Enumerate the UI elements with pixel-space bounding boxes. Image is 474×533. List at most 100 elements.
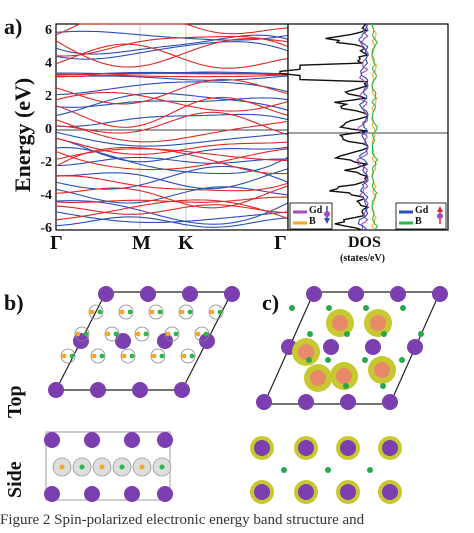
y-tick-label: -2 [40,155,52,171]
b-atom [187,309,193,315]
legend-gd-label-right: Gd [415,205,429,216]
b-atom [179,309,185,315]
gd-atom [306,286,322,302]
gd-atom [254,440,270,456]
gd-atom [90,382,106,398]
charge-density-lobe [148,304,164,320]
band-line [55,35,289,57]
band-line [55,96,289,128]
b-atom [165,331,171,337]
gd-atom [157,486,173,502]
gd-atom [298,440,314,456]
gd-atom [132,382,148,398]
band-structure-panel [55,23,289,231]
gd-atom [48,382,64,398]
band-line [55,119,289,143]
spin-density-core [336,368,352,384]
b-atom [143,331,149,337]
band-line [56,168,289,190]
b-atom [325,357,331,363]
y-tick-label: -4 [40,188,52,204]
gd-atom [254,484,270,500]
b-atom [69,353,75,359]
spin-density-core [374,362,390,378]
band-line [55,204,289,215]
gd-atom [140,286,156,302]
gd-atom [115,333,131,349]
k-point-label: Γ [50,232,63,254]
b-atom [326,305,332,311]
charge-density-lobe [178,304,194,320]
gd-atom [157,432,173,448]
spin-density-core [332,315,348,331]
dos-curves [279,23,379,231]
gd-atom [157,333,173,349]
b-atom [195,331,201,337]
gd-atom [256,394,272,410]
dos-curve [357,23,369,231]
band-line [55,113,289,128]
y-tick-label: 4 [45,56,52,72]
band-line [55,73,289,78]
gd-atom [382,484,398,500]
legend-b-label: B [309,216,316,227]
b-atom [91,353,97,359]
b-atom [99,464,105,470]
band-line [55,175,289,192]
b-atom [189,353,195,359]
gd-atom [98,286,114,302]
charge-density-lobe [150,348,166,364]
charge-density-lobe [194,326,210,342]
b-atom [307,331,313,337]
gd-atom [199,333,215,349]
b-atom [149,309,155,315]
b-atom [362,357,368,363]
band-line [55,34,289,55]
b-atom [203,331,209,337]
charge-density-lobe [164,326,180,342]
band-line [55,43,289,69]
charge-density-lobe [134,326,150,342]
b-atom [127,309,133,315]
panel-b-side-atoms [44,432,173,502]
b-atom [129,353,135,359]
gd-atom [182,286,198,302]
gd-atom [44,486,60,502]
gd-atom [432,286,448,302]
band-lines [55,23,289,228]
b-atom [113,331,119,337]
b-atom [105,331,111,337]
gd-atom [224,286,240,302]
gd-atom [174,382,190,398]
b-atom [135,331,141,337]
k-point-label: Γ [274,232,287,254]
gd-atom [340,484,356,500]
band-line [56,73,289,78]
y-tick-label: -6 [40,221,52,236]
gd-atom [390,286,406,302]
band-line [55,81,289,96]
legend-b-label-right: B [415,216,422,227]
k-point-label: K [178,232,194,254]
b-atom [380,383,386,389]
charge-density-lobe [104,326,120,342]
row-label-top: Top [4,385,26,418]
dos-unit-label: (states/eV) [340,253,385,264]
b-atom [83,331,89,337]
band-line [55,131,289,147]
b-atom [121,353,127,359]
b-atom [367,467,373,473]
b-atom [289,305,295,311]
b-atom [281,467,287,473]
k-point-label: M [132,232,151,254]
y-tick-label: 2 [45,89,52,105]
panel-c-atoms [256,286,448,410]
band-line [55,211,289,223]
b-atom [306,357,312,363]
b-atom [181,353,187,359]
panel-c-side-atoms [250,436,402,504]
panel-label-a: a) [4,14,23,39]
figure-caption: Figure 2 Spin-polarized electronic energ… [0,512,365,528]
band-line [55,30,289,41]
